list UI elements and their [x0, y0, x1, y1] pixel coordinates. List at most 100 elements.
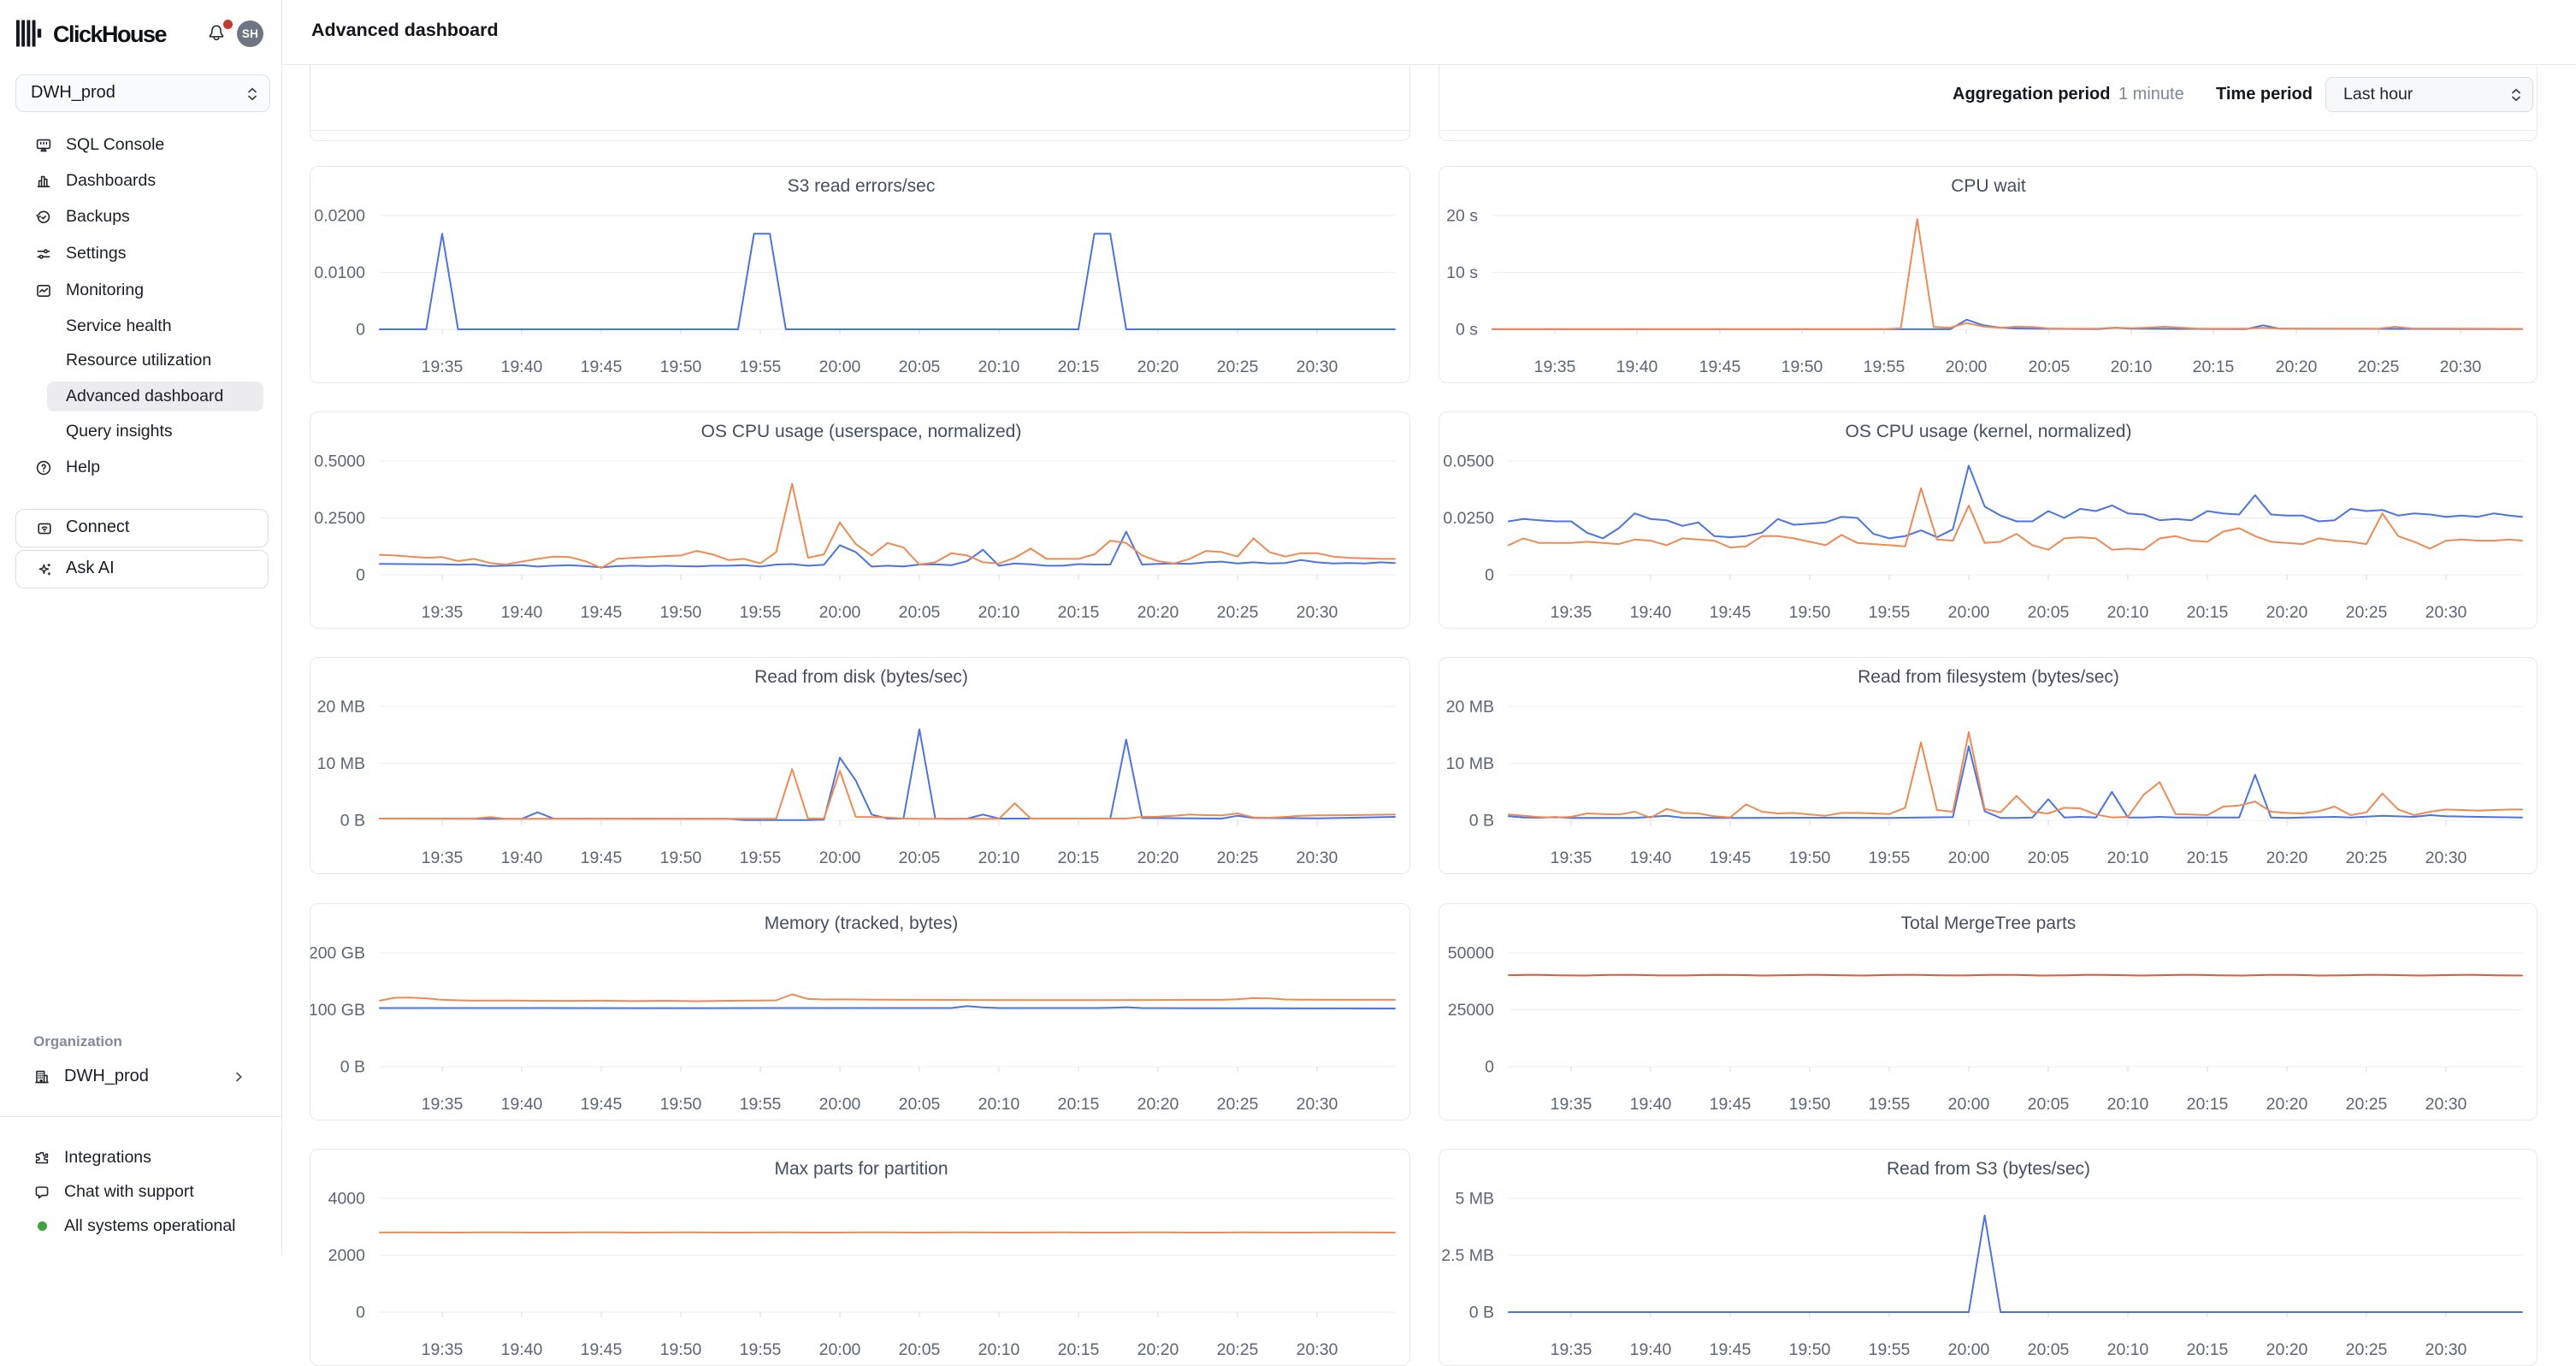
svg-text:20:10: 20:10	[2107, 849, 2149, 867]
svg-text:CPU wait: CPU wait	[1951, 176, 2026, 196]
svg-text:100 GB: 100 GB	[310, 1001, 365, 1020]
svg-text:Read from S3 (bytes/sec): Read from S3 (bytes/sec)	[1887, 1159, 2090, 1179]
svg-text:S3 read errors/sec: S3 read errors/sec	[788, 176, 936, 196]
svg-text:19:35: 19:35	[422, 1340, 464, 1359]
svg-text:200 GB: 200 GB	[310, 944, 365, 963]
svg-text:20:20: 20:20	[2266, 1340, 2308, 1359]
svg-text:0 B: 0 B	[340, 812, 365, 831]
svg-text:20:00: 20:00	[1948, 1340, 1990, 1359]
svg-text:0 s: 0 s	[1456, 321, 1478, 340]
svg-text:20:05: 20:05	[2028, 1340, 2070, 1359]
svg-text:20:00: 20:00	[819, 849, 861, 867]
svg-text:20:25: 20:25	[1217, 358, 1259, 376]
svg-text:Read from filesystem (bytes/se: Read from filesystem (bytes/sec)	[1858, 667, 2119, 687]
svg-text:0.0100: 0.0100	[314, 263, 365, 282]
svg-text:20:05: 20:05	[2028, 1095, 2070, 1114]
svg-text:20:05: 20:05	[899, 358, 941, 376]
svg-text:19:50: 19:50	[1789, 1340, 1831, 1359]
svg-text:20:15: 20:15	[1058, 603, 1100, 622]
svg-text:0 B: 0 B	[1469, 812, 1494, 831]
svg-text:19:50: 19:50	[660, 849, 702, 867]
svg-text:20:20: 20:20	[1137, 1095, 1179, 1114]
svg-text:19:45: 19:45	[581, 849, 623, 867]
svg-text:2000: 2000	[328, 1246, 366, 1265]
svg-text:20:25: 20:25	[2358, 358, 2400, 376]
svg-text:20:30: 20:30	[1297, 603, 1338, 622]
svg-text:0 B: 0 B	[340, 1058, 365, 1077]
svg-text:20:30: 20:30	[2425, 603, 2467, 622]
svg-text:19:40: 19:40	[501, 1340, 543, 1359]
svg-text:19:50: 19:50	[660, 1095, 702, 1114]
svg-text:19:55: 19:55	[1869, 603, 1911, 622]
svg-text:20:25: 20:25	[2346, 1340, 2388, 1359]
svg-text:20:25: 20:25	[2346, 603, 2388, 622]
svg-text:0.0250: 0.0250	[1443, 509, 1494, 528]
svg-text:20:25: 20:25	[1217, 1340, 1259, 1359]
svg-text:20:00: 20:00	[1948, 849, 1990, 867]
svg-text:5 MB: 5 MB	[1455, 1190, 1494, 1209]
svg-text:20:15: 20:15	[2187, 603, 2229, 622]
svg-text:19:50: 19:50	[660, 1340, 702, 1359]
svg-text:20:00: 20:00	[1946, 358, 1988, 376]
svg-text:20:10: 20:10	[2107, 603, 2149, 622]
svg-text:20:25: 20:25	[1217, 603, 1259, 622]
svg-text:19:35: 19:35	[1551, 1095, 1592, 1114]
svg-text:20:25: 20:25	[2346, 1095, 2388, 1114]
svg-text:20:15: 20:15	[1058, 1095, 1100, 1114]
svg-text:Total MergeTree parts: Total MergeTree parts	[1901, 914, 2077, 933]
svg-text:19:55: 19:55	[740, 1095, 782, 1114]
svg-text:25000: 25000	[1448, 1001, 1494, 1020]
svg-text:19:55: 19:55	[1869, 1340, 1911, 1359]
svg-text:19:55: 19:55	[1869, 1095, 1911, 1114]
svg-text:20:10: 20:10	[2107, 1340, 2149, 1359]
svg-text:19:55: 19:55	[740, 603, 782, 622]
svg-text:19:55: 19:55	[740, 1340, 782, 1359]
svg-text:0.5000: 0.5000	[314, 452, 365, 471]
svg-text:0.0500: 0.0500	[1443, 452, 1494, 471]
svg-text:0: 0	[1485, 566, 1494, 585]
svg-text:19:40: 19:40	[501, 358, 543, 376]
svg-text:20:00: 20:00	[1948, 603, 1990, 622]
svg-text:Max parts for partition: Max parts for partition	[774, 1159, 948, 1179]
svg-text:19:50: 19:50	[1789, 1095, 1831, 1114]
svg-text:19:45: 19:45	[581, 603, 623, 622]
svg-text:20:05: 20:05	[2028, 849, 2070, 867]
svg-text:0.0200: 0.0200	[314, 207, 365, 226]
svg-text:10 s: 10 s	[1446, 263, 1478, 282]
svg-text:0: 0	[356, 321, 365, 340]
svg-text:19:50: 19:50	[660, 358, 702, 376]
svg-text:19:35: 19:35	[1551, 603, 1592, 622]
svg-text:19:45: 19:45	[581, 1095, 623, 1114]
svg-text:19:50: 19:50	[660, 603, 702, 622]
svg-text:20:15: 20:15	[2187, 849, 2229, 867]
svg-text:20:00: 20:00	[819, 1095, 861, 1114]
svg-text:19:40: 19:40	[1630, 1095, 1672, 1114]
svg-text:19:35: 19:35	[1534, 358, 1576, 376]
svg-text:50000: 50000	[1448, 944, 1494, 963]
svg-text:0: 0	[356, 566, 365, 585]
svg-text:Memory (tracked, bytes): Memory (tracked, bytes)	[765, 914, 958, 933]
svg-text:20:10: 20:10	[978, 849, 1020, 867]
svg-text:20:10: 20:10	[978, 603, 1020, 622]
svg-text:19:45: 19:45	[1710, 1095, 1752, 1114]
svg-text:19:45: 19:45	[1710, 603, 1752, 622]
svg-text:19:40: 19:40	[1630, 849, 1672, 867]
svg-text:20:30: 20:30	[1297, 1340, 1338, 1359]
svg-text:20:20: 20:20	[1137, 603, 1179, 622]
svg-text:OS CPU usage (kernel, normaliz: OS CPU usage (kernel, normalized)	[1846, 422, 2132, 441]
svg-text:20:30: 20:30	[2425, 1095, 2467, 1114]
svg-text:19:50: 19:50	[1781, 358, 1823, 376]
svg-text:20:05: 20:05	[899, 849, 941, 867]
svg-text:20:30: 20:30	[2425, 849, 2467, 867]
svg-text:4000: 4000	[328, 1190, 366, 1209]
svg-text:19:40: 19:40	[1630, 603, 1672, 622]
svg-text:0 B: 0 B	[1469, 1304, 1494, 1322]
svg-text:10 MB: 10 MB	[1446, 754, 1494, 773]
svg-text:20:30: 20:30	[1297, 1095, 1338, 1114]
svg-text:19:40: 19:40	[1616, 358, 1658, 376]
svg-text:2.5 MB: 2.5 MB	[1441, 1246, 1494, 1265]
svg-text:0: 0	[356, 1304, 365, 1322]
svg-text:20:20: 20:20	[1137, 1340, 1179, 1359]
svg-text:19:40: 19:40	[1630, 1340, 1672, 1359]
svg-text:20:25: 20:25	[1217, 1095, 1259, 1114]
